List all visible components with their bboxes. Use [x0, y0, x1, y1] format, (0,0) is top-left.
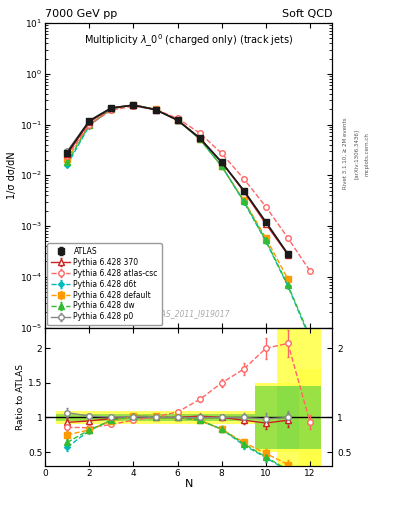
Y-axis label: 1/σ dσ/dN: 1/σ dσ/dN: [7, 152, 17, 199]
Text: Rivet 3.1.10, ≥ 2M events: Rivet 3.1.10, ≥ 2M events: [343, 118, 348, 189]
Text: mcplots.cern.ch: mcplots.cern.ch: [365, 132, 370, 176]
Text: [arXiv:1306.3436]: [arXiv:1306.3436]: [354, 129, 359, 179]
Text: ATLAS_2011_I919017: ATLAS_2011_I919017: [147, 309, 230, 318]
Text: Multiplicity $\lambda\_0^0$ (charged only) (track jets): Multiplicity $\lambda\_0^0$ (charged onl…: [84, 32, 294, 49]
Y-axis label: Ratio to ATLAS: Ratio to ATLAS: [16, 364, 25, 430]
Text: 7000 GeV pp: 7000 GeV pp: [45, 9, 118, 19]
X-axis label: N: N: [184, 479, 193, 489]
Text: Soft QCD: Soft QCD: [282, 9, 332, 19]
Legend: ATLAS, Pythia 6.428 370, Pythia 6.428 atlas-csc, Pythia 6.428 d6t, Pythia 6.428 : ATLAS, Pythia 6.428 370, Pythia 6.428 at…: [48, 243, 162, 325]
